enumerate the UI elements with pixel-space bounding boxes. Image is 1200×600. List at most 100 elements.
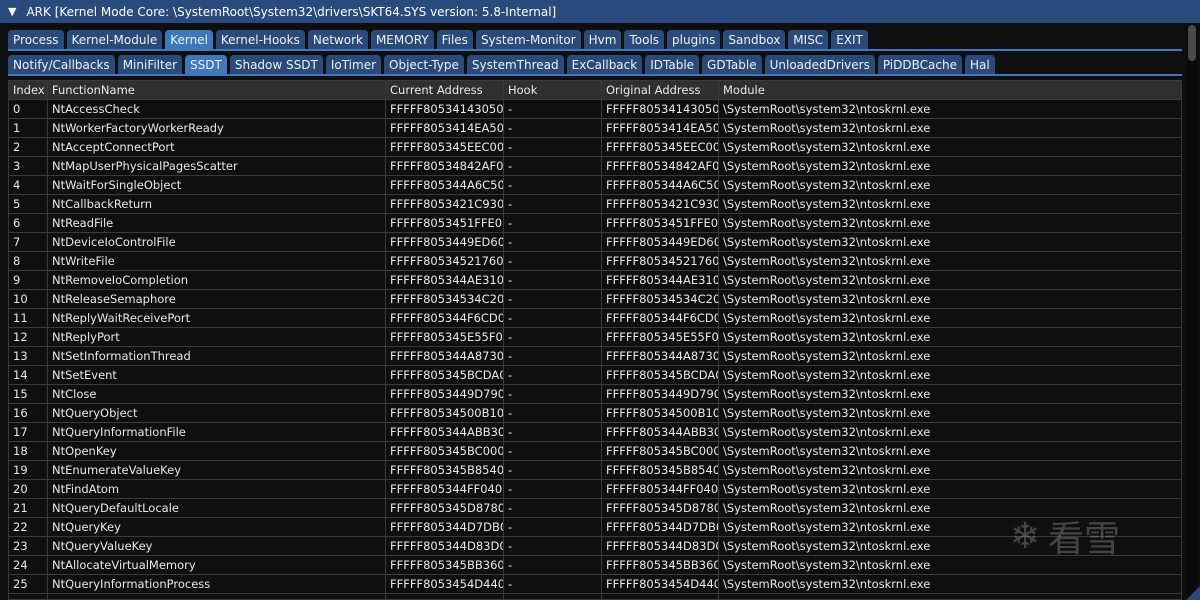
subtab-unloadeddrivers[interactable]: UnloadedDrivers <box>764 55 875 75</box>
resize-grip[interactable] <box>1186 586 1200 600</box>
column-header-functionname[interactable]: FunctionName <box>48 81 386 99</box>
cell-original-address: FFFFF805345E55F0 <box>602 328 719 346</box>
table-row[interactable]: 20 NtFindAtom FFFFF805344FF040- FFFFF805344… <box>9 480 1181 499</box>
subtab-gdtable[interactable]: GDTable <box>702 55 762 75</box>
column-header-index[interactable]: Index <box>9 81 48 99</box>
table-row[interactable]: 25 NtQueryInformationProcess FFFFF8053454D… <box>9 575 1181 594</box>
table-row[interactable]: 6 NtReadFile FFFFF8053451FFE0- FFFFF8053451… <box>9 214 1181 233</box>
tab-system-monitor[interactable]: System-Monitor <box>475 30 581 50</box>
cell-current-address: FFFFF805345E55F0 <box>386 328 504 346</box>
cell-index: 10 <box>9 290 48 308</box>
table-row[interactable]: 22 NtQueryKey FFFFF805344D7DB0- FFFFF805344… <box>9 518 1181 537</box>
tab-plugins[interactable]: plugins <box>667 30 721 50</box>
table-row[interactable]: 5 NtCallbackReturn FFFFF8053421C930- FFFFF8… <box>9 195 1181 214</box>
column-header-original-address[interactable]: Original Address <box>602 81 719 99</box>
cell-module: \SystemRoot\system32\ntoskrnl.exe <box>723 102 931 116</box>
cell-hook: - <box>504 233 602 251</box>
cell-module: \SystemRoot\system32\ntoskrnl.exe <box>723 368 931 382</box>
table-row[interactable]: 0 NtAccessCheck FFFFF80534143050- FFFFF8053… <box>9 100 1181 119</box>
tab-network[interactable]: Network <box>307 30 368 50</box>
cell-current-address: FFFFF8053449D790 <box>386 385 504 403</box>
table-row[interactable]: 1 NtWorkerFactoryWorkerReady FFFFF8053414E… <box>9 119 1181 138</box>
table-row[interactable]: 18 NtOpenKey FFFFF805345BC000- FFFFF805345B… <box>9 442 1181 461</box>
cell-original-address: FFFFF805344FF040 <box>602 480 719 498</box>
cell-index: 25 <box>9 575 48 593</box>
table-row[interactable]: 23 NtQueryValueKey FFFFF805344D83D0- FFFFF8… <box>9 537 1181 556</box>
cell-current-address: FFFFF805345BC000 <box>386 442 504 460</box>
cell-current-address: FFFFF805344F6CD0 <box>386 309 504 327</box>
tab-tools[interactable]: Tools <box>624 30 665 50</box>
tab-kernel-hooks[interactable]: Kernel-Hooks <box>215 30 305 50</box>
cell-hook: - <box>504 119 602 137</box>
cell-index: 23 <box>9 537 48 555</box>
vertical-scrollbar[interactable] <box>1186 23 1198 600</box>
cell-module: \SystemRoot\system32\ntoskrnl.exe <box>723 558 931 572</box>
subtab-idtable[interactable]: IDTable <box>645 55 700 75</box>
table-row[interactable]: 10 NtReleaseSemaphore FFFFF80534534C20- FFF… <box>9 290 1181 309</box>
cell-hook: - <box>504 518 602 536</box>
table-row[interactable]: 4 NtWaitForSingleObject FFFFF805344A6C50- F… <box>9 176 1181 195</box>
subtab-systemthread[interactable]: SystemThread <box>466 55 564 75</box>
table-row[interactable]: 12 NtReplyPort FFFFF805345E55F0- FFFFF80534… <box>9 328 1181 347</box>
table-row[interactable]: 15 NtClose FFFFF8053449D790- FFFFF8053449D7… <box>9 385 1181 404</box>
cell-index: 2 <box>9 138 48 156</box>
table-row[interactable]: 8 NtWriteFile FFFFF80534521760- FFFFF805345… <box>9 252 1181 271</box>
cell-module: \SystemRoot\system32\ntoskrnl.exe <box>723 254 931 268</box>
subtab-piddbcache[interactable]: PiDDBCache <box>877 55 962 75</box>
column-header-hook[interactable]: Hook <box>504 81 602 99</box>
cell-current-address: FFFFF80534500B10 <box>386 404 504 422</box>
subtab-notify-callbacks[interactable]: Notify/Callbacks <box>8 55 115 75</box>
column-header-current-address[interactable]: Current Address <box>386 81 504 99</box>
cell-original-address: FFFFF805344ABB30 <box>602 423 719 441</box>
subtab-iotimer[interactable]: IoTimer <box>325 55 382 75</box>
column-header-module[interactable]: Module <box>723 83 765 97</box>
main-tab-bar: Process Kernel-Module Kernel Kernel-Hooks Ne… <box>8 30 868 50</box>
tab-memory[interactable]: MEMORY <box>370 30 434 50</box>
subtab-ssdt[interactable]: SSDT <box>185 55 227 75</box>
cell-module: \SystemRoot\system32\ntoskrnl.exe <box>723 444 931 458</box>
table-row[interactable]: 7 NtDeviceIoControlFile FFFFF8053449ED60- F… <box>9 233 1181 252</box>
cell-original-address: FFFFF80534521760 <box>602 252 719 270</box>
tab-exit[interactable]: EXIT <box>831 30 868 50</box>
subtab-hal[interactable]: Hal <box>964 55 995 75</box>
cell-original-address: FFFFF805344D83D0 <box>602 537 719 555</box>
cell-hook: - <box>504 252 602 270</box>
table-row[interactable]: 21 NtQueryDefaultLocale FFFFF805345D8780- F… <box>9 499 1181 518</box>
tab-kernel[interactable]: Kernel <box>165 30 213 50</box>
cell-functionname: NtClose <box>48 385 386 403</box>
tab-hvm[interactable]: Hvm <box>583 30 622 50</box>
cell-index: 4 <box>9 176 48 194</box>
table-row[interactable]: 16 NtQueryObject FFFFF80534500B10- FFFFF805… <box>9 404 1181 423</box>
table-row[interactable]: 9 NtRemoveIoCompletion FFFFF805344AE310- FF… <box>9 271 1181 290</box>
cell-hook: - <box>504 214 602 232</box>
table-row[interactable]: 19 NtEnumerateValueKey FFFFF805345B8540- FF… <box>9 461 1181 480</box>
table-row[interactable]: 17 NtQueryInformationFile FFFFF805344ABB30… <box>9 423 1181 442</box>
table-row[interactable]: 13 NtSetInformationThread FFFFF805344A8730… <box>9 347 1181 366</box>
subtab-object-type[interactable]: Object-Type <box>384 55 464 75</box>
table-row[interactable]: 24 NtAllocateVirtualMemory FFFFF805345BB36… <box>9 556 1181 575</box>
subtab-minifilter[interactable]: MiniFilter <box>117 55 183 75</box>
subtab-excallback[interactable]: ExCallback <box>566 55 643 75</box>
tab-process[interactable]: Process <box>8 30 64 50</box>
table-row-partial[interactable] <box>9 594 1181 599</box>
tab-sandbox[interactable]: Sandbox <box>723 30 786 50</box>
table-row[interactable]: 2 NtAcceptConnectPort FFFFF805345EEC00- FFF… <box>9 138 1181 157</box>
tab-files[interactable]: Files <box>436 30 473 50</box>
cell-current-address: FFFFF805344ABB30 <box>386 423 504 441</box>
cell-hook: - <box>504 442 602 460</box>
cell-functionname: NtQueryInformationProcess <box>48 575 386 593</box>
collapse-triangle-icon[interactable]: ▼ <box>8 5 17 18</box>
cell-index: 12 <box>9 328 48 346</box>
tab-kernel-module[interactable]: Kernel-Module <box>66 30 163 50</box>
subtab-shadow-ssdt[interactable]: Shadow SSDT <box>229 55 323 75</box>
cell-hook: - <box>504 385 602 403</box>
cell-original-address: FFFFF8053449ED60 <box>602 233 719 251</box>
table-row[interactable]: 3 NtMapUserPhysicalPagesScatter FFFFF80534… <box>9 157 1181 176</box>
tab-misc[interactable]: MISC <box>788 30 829 50</box>
scrollbar-thumb[interactable] <box>1188 25 1196 61</box>
table-row[interactable]: 14 NtSetEvent FFFFF805345BCDA0- FFFFF805345… <box>9 366 1181 385</box>
cell-module: \SystemRoot\system32\ntoskrnl.exe <box>723 216 931 230</box>
cell-current-address: FFFFF805345D8780 <box>386 499 504 517</box>
table-row[interactable]: 11 NtReplyWaitReceivePort FFFFF805344F6CD0… <box>9 309 1181 328</box>
cell <box>386 594 504 599</box>
